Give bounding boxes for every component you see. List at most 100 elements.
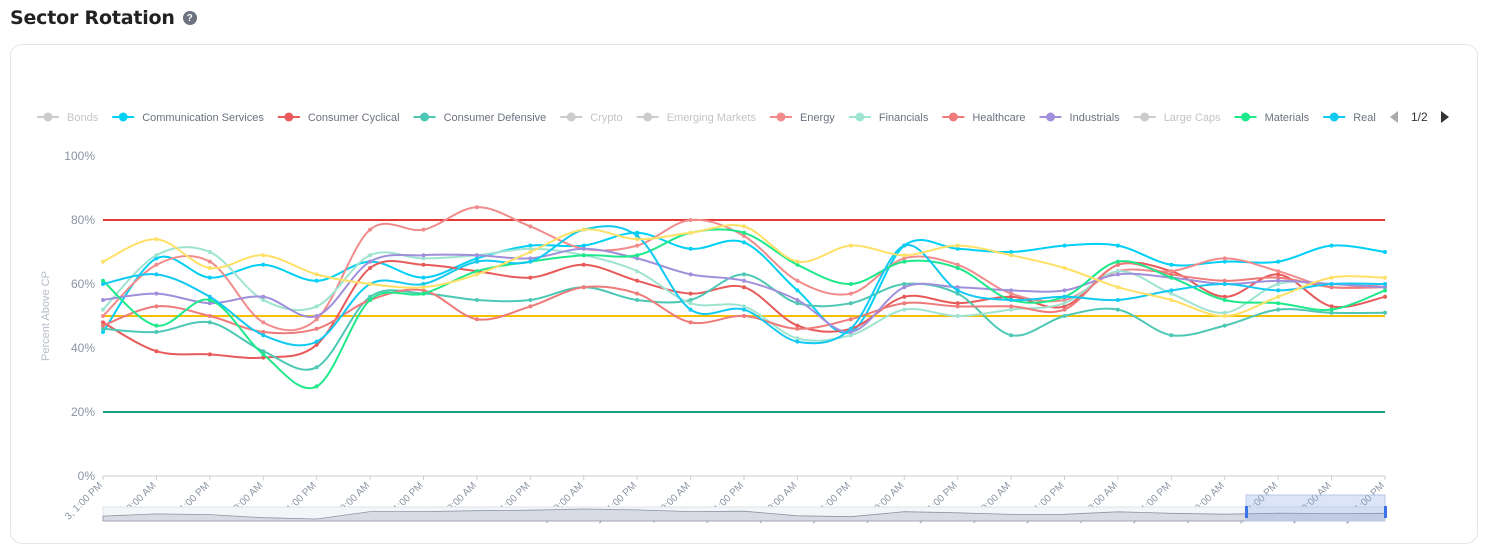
data-point[interactable] <box>528 259 533 264</box>
data-point[interactable] <box>688 246 693 251</box>
data-point[interactable] <box>955 285 960 290</box>
data-point[interactable] <box>1062 288 1067 293</box>
data-point[interactable] <box>742 278 746 283</box>
data-point[interactable] <box>261 320 266 325</box>
data-point[interactable] <box>795 288 800 293</box>
data-point[interactable] <box>795 278 800 283</box>
data-point[interactable] <box>474 256 479 261</box>
data-point[interactable] <box>1062 307 1067 312</box>
data-point[interactable] <box>795 323 800 328</box>
data-point[interactable] <box>742 230 746 235</box>
data-point[interactable] <box>955 262 960 267</box>
data-point[interactable] <box>528 256 533 261</box>
data-point[interactable] <box>1329 304 1334 309</box>
data-point[interactable] <box>261 298 266 302</box>
data-point[interactable] <box>581 227 586 232</box>
data-point[interactable] <box>1009 253 1014 258</box>
data-point[interactable] <box>314 272 319 277</box>
legend-item-communication-services[interactable]: Communication Services <box>112 112 264 124</box>
data-point[interactable] <box>742 272 746 277</box>
data-point[interactable] <box>154 272 159 277</box>
data-point[interactable] <box>207 259 212 264</box>
data-point[interactable] <box>421 291 426 296</box>
legend-item-crypto[interactable]: Crypto <box>560 112 623 124</box>
data-point[interactable] <box>368 259 373 264</box>
data-point[interactable] <box>1222 294 1227 299</box>
data-point[interactable] <box>848 333 853 338</box>
data-point[interactable] <box>902 294 907 299</box>
data-point[interactable] <box>795 301 800 306</box>
legend-item-consumer-defensive[interactable]: Consumer Defensive <box>413 112 547 124</box>
data-point[interactable] <box>902 253 907 258</box>
data-point[interactable] <box>1062 266 1067 270</box>
data-point[interactable] <box>421 256 426 261</box>
data-point[interactable] <box>421 262 426 267</box>
data-point[interactable] <box>1169 288 1174 293</box>
data-point[interactable] <box>207 266 212 270</box>
data-point[interactable] <box>421 282 426 286</box>
data-point[interactable] <box>368 282 373 286</box>
next-page-icon[interactable] <box>1441 111 1449 123</box>
data-point[interactable] <box>795 339 800 344</box>
data-point[interactable] <box>635 256 640 261</box>
data-point[interactable] <box>848 243 853 248</box>
prev-page-icon[interactable] <box>1390 111 1398 123</box>
data-point[interactable] <box>1062 243 1067 248</box>
data-point[interactable] <box>314 326 319 331</box>
data-point[interactable] <box>1329 275 1334 280</box>
data-point[interactable] <box>528 304 533 309</box>
data-point[interactable] <box>742 307 746 312</box>
data-point[interactable] <box>955 314 960 318</box>
data-point[interactable] <box>955 291 960 296</box>
data-point[interactable] <box>421 275 426 280</box>
data-point[interactable] <box>207 314 212 318</box>
data-point[interactable] <box>368 298 373 302</box>
legend-item-healthcare[interactable]: Healthcare <box>942 112 1026 124</box>
data-point[interactable] <box>1276 275 1281 280</box>
data-point[interactable] <box>528 250 533 254</box>
data-point[interactable] <box>688 291 693 296</box>
legend-item-financials[interactable]: Financials <box>848 112 929 124</box>
data-point[interactable] <box>154 262 159 267</box>
data-point[interactable] <box>1115 298 1120 302</box>
data-point[interactable] <box>688 230 693 235</box>
data-point[interactable] <box>742 304 746 309</box>
data-point[interactable] <box>848 317 853 322</box>
data-point[interactable] <box>261 352 266 357</box>
data-point[interactable] <box>902 301 907 306</box>
data-point[interactable] <box>154 349 159 354</box>
data-point[interactable] <box>368 253 373 258</box>
data-point[interactable] <box>154 237 159 242</box>
series-line[interactable] <box>102 246 1385 342</box>
data-point[interactable] <box>1169 291 1174 296</box>
data-point[interactable] <box>635 234 640 238</box>
data-point[interactable] <box>314 365 319 370</box>
data-point[interactable] <box>848 326 853 331</box>
data-point[interactable] <box>474 205 479 210</box>
data-point[interactable] <box>1276 278 1281 283</box>
legend-item-large-caps[interactable]: Large Caps <box>1133 112 1221 124</box>
data-point[interactable] <box>848 301 853 306</box>
data-point[interactable] <box>1115 269 1120 274</box>
data-point[interactable] <box>1329 282 1334 286</box>
data-point[interactable] <box>1222 314 1227 318</box>
data-point[interactable] <box>261 294 266 299</box>
legend-item-bonds[interactable]: Bonds <box>37 112 99 124</box>
data-point[interactable] <box>795 259 800 264</box>
data-point[interactable] <box>154 256 159 261</box>
zoom-slider[interactable] <box>102 494 1387 522</box>
data-point[interactable] <box>1222 323 1227 328</box>
data-point[interactable] <box>1169 262 1174 267</box>
data-point[interactable] <box>848 282 853 286</box>
data-point[interactable] <box>688 307 693 312</box>
data-point[interactable] <box>207 250 212 254</box>
data-point[interactable] <box>742 224 746 229</box>
data-point[interactable] <box>528 275 533 280</box>
data-point[interactable] <box>314 278 319 283</box>
data-point[interactable] <box>1169 298 1174 302</box>
data-point[interactable] <box>368 227 373 232</box>
data-point[interactable] <box>1329 285 1334 290</box>
data-point[interactable] <box>1222 310 1227 315</box>
zoom-handle-left[interactable] <box>1245 506 1248 518</box>
legend-item-industrials[interactable]: Industrials <box>1039 112 1121 124</box>
